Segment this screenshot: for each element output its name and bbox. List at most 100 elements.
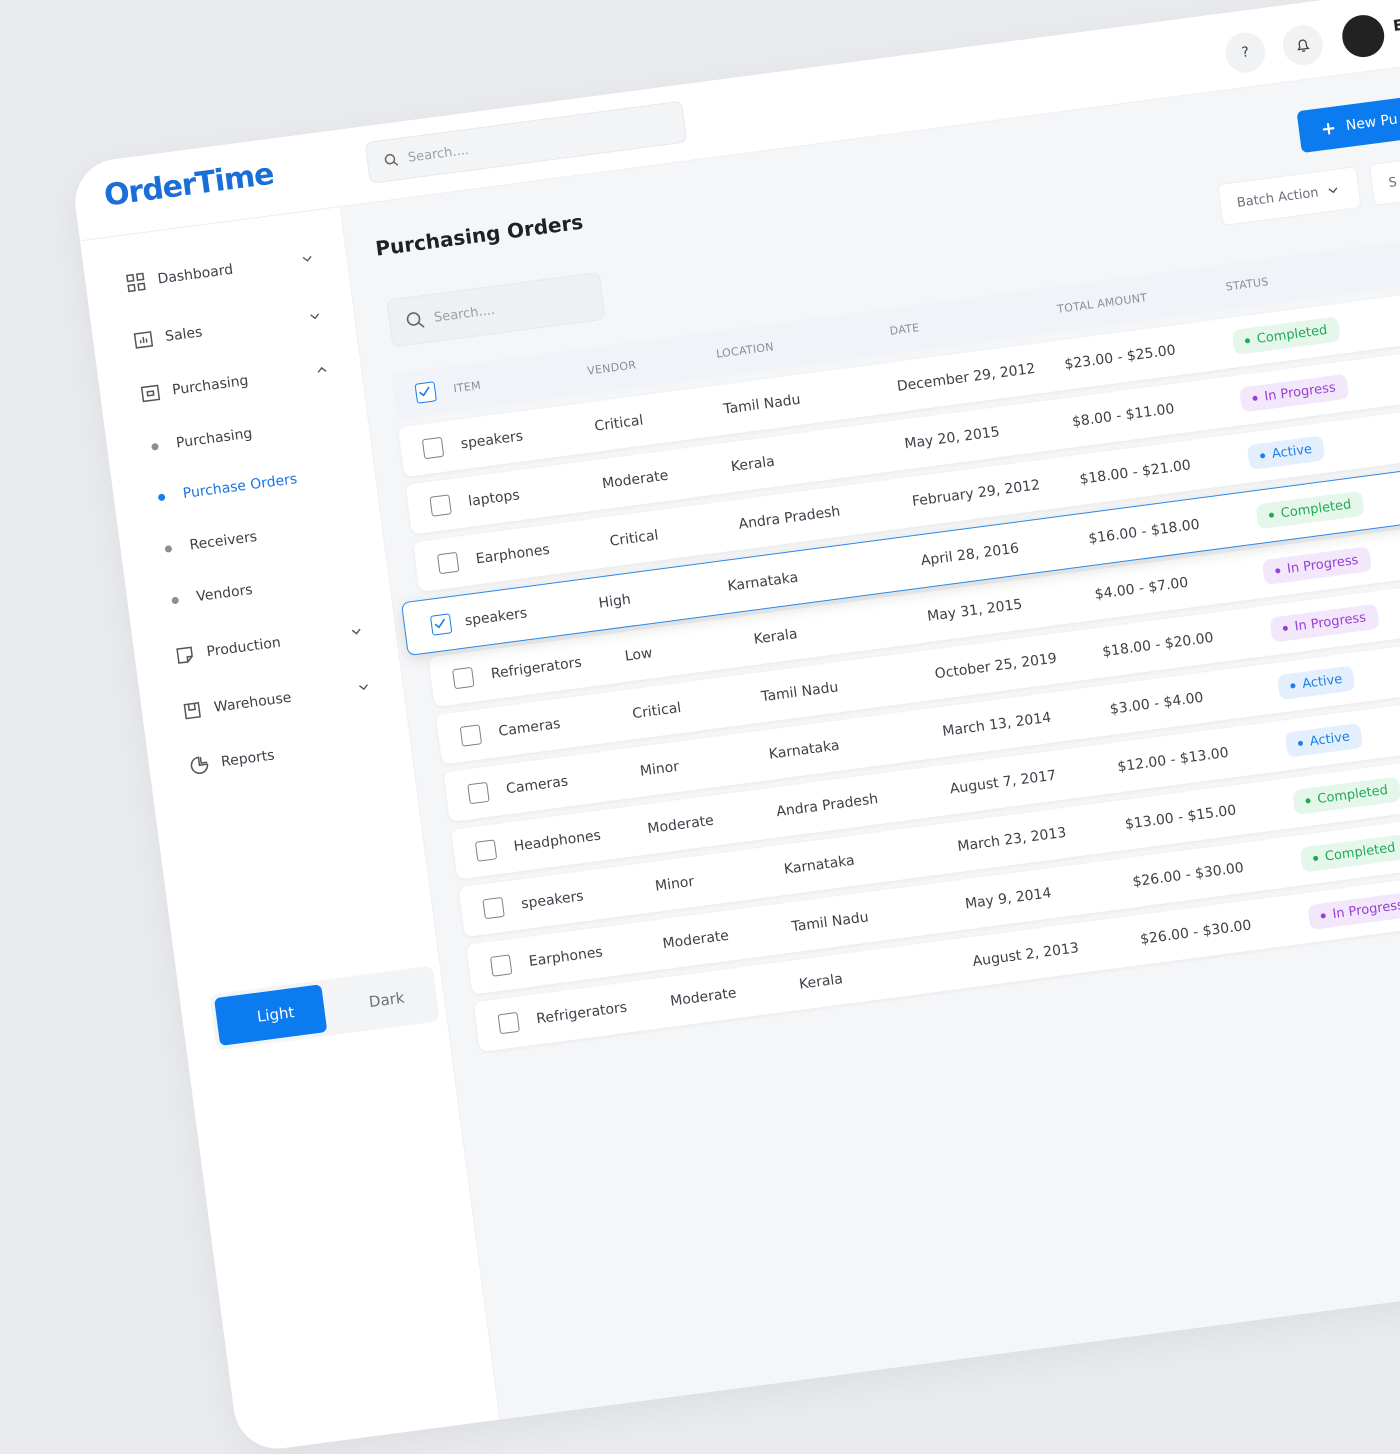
nav-dot <box>171 596 180 604</box>
logo: OrderTime <box>102 156 276 214</box>
nav-item[interactable]: Production <box>174 620 375 666</box>
cell-text: Refrigerators <box>490 654 583 683</box>
bell-icon <box>1297 39 1310 52</box>
nav-label: Purchasing <box>171 372 250 399</box>
checkbox[interactable] <box>459 724 483 747</box>
nav-label: Sales <box>164 324 204 345</box>
cell-text: Headphones <box>512 827 602 855</box>
cell-text: April 28, 2016 <box>919 540 1021 570</box>
cell-text: Karnataka <box>767 737 841 763</box>
cell-text: Critical <box>608 527 660 550</box>
cell-text: speakers <box>463 605 529 630</box>
cell-text: Tamil Nadu <box>790 909 870 936</box>
status-label: Completed <box>1255 322 1329 348</box>
status-dot <box>1305 798 1311 804</box>
nav-icon <box>190 756 209 774</box>
theme-light[interactable]: Light <box>214 984 328 1046</box>
sidebar: Light Dark Dashboard Sales Purchasing Purcha… <box>80 207 501 1454</box>
cell-text: August 7, 2017 <box>948 767 1058 798</box>
cell-text: February 29, 2012 <box>911 477 1041 510</box>
nav-icon <box>183 702 201 720</box>
checkbox[interactable] <box>497 1011 520 1035</box>
checkbox[interactable] <box>414 381 437 404</box>
nav-item[interactable]: Purchase Orders <box>157 463 357 505</box>
status-label: Completed <box>1316 782 1389 808</box>
nav-item[interactable]: Dashboard <box>125 248 326 294</box>
nav-item[interactable]: Warehouse <box>181 676 382 722</box>
status-dot <box>1320 913 1327 919</box>
status-dot <box>1312 855 1319 862</box>
status-label: Completed <box>1324 840 1397 865</box>
nav-item[interactable]: Sales <box>132 305 333 351</box>
notifications-button[interactable] <box>1280 22 1326 68</box>
checkbox[interactable] <box>467 781 490 805</box>
status-badge: In Progress <box>1307 891 1400 931</box>
avatar[interactable] <box>1339 12 1387 60</box>
column-header: STATUS <box>1224 275 1270 294</box>
cell-text: Moderate <box>646 812 715 838</box>
cell-text: speakers <box>459 428 524 453</box>
checkbox[interactable] <box>474 839 498 862</box>
nav-dot <box>151 442 159 451</box>
status-badge: In Progress <box>1261 546 1372 586</box>
checkbox[interactable] <box>452 666 475 690</box>
cell-text: $26.00 - $30.00 <box>1139 917 1253 948</box>
nav-icon <box>133 331 154 349</box>
cell-text: Tamil Nadu <box>760 679 840 706</box>
cell-text: May 9, 2014 <box>964 885 1053 913</box>
status-dot <box>1297 740 1304 747</box>
cell-text: Kerala <box>798 971 844 993</box>
checkbox[interactable] <box>421 436 445 460</box>
nav-item[interactable]: Purchasing <box>150 413 350 455</box>
page: OrderTime Search.... ? E Light Dark Dashb… <box>70 0 1400 1454</box>
cell-text: Karnataka <box>783 852 856 878</box>
status-dot <box>1274 568 1281 574</box>
column-header: DATE <box>888 321 921 338</box>
nav-label: Receivers <box>188 528 259 554</box>
cell-text: Moderate <box>661 927 730 953</box>
app-window: OrderTime Search.... ? E Light Dark Dashb… <box>70 0 1400 1454</box>
check <box>419 386 430 397</box>
table-row[interactable]: speakers High Karnataka April 28, 2016 $16.0… <box>400 414 1400 657</box>
status-label: Active <box>1308 729 1351 750</box>
chevron <box>351 628 361 635</box>
checkbox[interactable] <box>482 896 505 920</box>
cell-text: $13.00 - $15.00 <box>1124 802 1238 833</box>
checkbox[interactable] <box>429 494 452 517</box>
status-label: In Progress <box>1331 897 1400 923</box>
chevron <box>302 255 312 262</box>
status-dot <box>1268 512 1275 518</box>
status-badge: Completed <box>1299 833 1400 873</box>
nav-item[interactable]: Reports <box>188 731 389 777</box>
checkbox[interactable] <box>429 613 453 636</box>
column-header: VENDOR <box>586 358 638 378</box>
cell-text: Earphones <box>474 541 551 568</box>
nav-label: Warehouse <box>213 689 293 716</box>
cell-text: $26.00 - $30.00 <box>1131 859 1245 891</box>
help-button[interactable]: ? <box>1222 30 1268 76</box>
nav-item[interactable]: Purchasing <box>139 359 340 405</box>
cell-text: $12.00 - $13.00 <box>1116 744 1230 776</box>
orders-table: ITEM VENDOR LOCATION DATE TOTAL AMOUNT STATUS… <box>341 38 1400 1420</box>
chevron <box>359 684 368 691</box>
nav-icon <box>126 272 146 293</box>
nav-item[interactable]: Receivers <box>164 515 364 557</box>
nav-label: Dashboard <box>156 261 235 288</box>
status-dot <box>1282 625 1289 632</box>
checkbox[interactable] <box>436 551 460 575</box>
cell-text: October 25, 2019 <box>933 650 1058 683</box>
cell-text: Critical <box>593 412 645 435</box>
table-search[interactable]: Search.... <box>386 271 606 348</box>
cell-text: Moderate <box>601 467 670 493</box>
nav-item[interactable]: Vendors <box>171 566 371 608</box>
global-search[interactable]: Search.... <box>364 100 688 184</box>
cell-text: Minor <box>654 873 696 895</box>
chevron <box>317 366 327 373</box>
cell-text: Low <box>623 645 654 665</box>
batch-action-dropdown[interactable]: Batch Action <box>1217 166 1362 227</box>
cell-text: $16.00 - $18.00 <box>1087 516 1201 548</box>
theme-dark[interactable]: Dark <box>329 970 434 1031</box>
search-icon <box>384 153 399 166</box>
checkbox[interactable] <box>489 954 513 977</box>
column-header: ITEM <box>452 378 482 396</box>
